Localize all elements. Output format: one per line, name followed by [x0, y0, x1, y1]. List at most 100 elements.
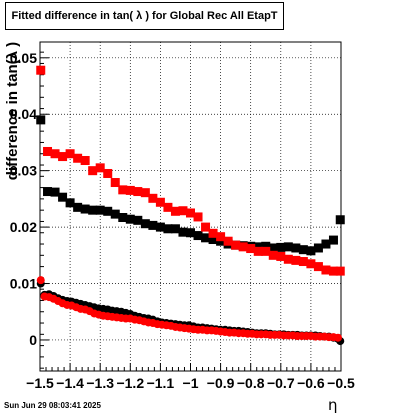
- axes: −1.5 −1.4 −1.3 −1.2 −1.1 −1 −0.9 −0.8 −0.7 −0.6 −0…: [10, 50, 355, 391]
- data-point: [118, 213, 128, 223]
- data-point: [88, 166, 98, 176]
- x-tick-label: −1.2: [116, 375, 144, 391]
- data-point: [328, 266, 338, 276]
- data-point: [125, 214, 135, 224]
- data-point: [50, 187, 60, 197]
- data-point: [283, 254, 293, 264]
- datestamp: Sun Jun 29 08:03:41 2025: [4, 401, 101, 410]
- data-point: [163, 224, 173, 234]
- data-point: [313, 262, 323, 272]
- data-point: [178, 227, 188, 237]
- series-4: [36, 276, 342, 342]
- data-point: [73, 153, 83, 163]
- data-point: [276, 242, 286, 252]
- y-axis-label: difference in tan(λ ): [4, 41, 21, 181]
- x-tick-label: −0.5: [327, 375, 355, 391]
- data-point: [291, 243, 301, 253]
- data-point: [36, 276, 45, 285]
- x-tick-label: −1.4: [56, 375, 84, 391]
- data-point: [246, 244, 256, 254]
- data-point: [148, 193, 158, 203]
- data-point: [231, 240, 241, 250]
- y-tick-label: 0: [29, 332, 37, 348]
- data-point: [88, 205, 98, 215]
- data-point: [216, 236, 226, 246]
- x-tick-label: −1.1: [147, 375, 175, 391]
- x-tick-label: −0.9: [207, 375, 235, 391]
- data-point: [216, 232, 226, 242]
- data-point: [65, 149, 75, 159]
- data-point: [36, 115, 46, 125]
- data-point: [208, 228, 218, 238]
- y-tick-label: 0.02: [10, 219, 37, 235]
- data-point: [201, 222, 211, 232]
- data-point: [58, 152, 68, 162]
- x-axis-label: η: [328, 396, 338, 414]
- y-tick-label: 0.03: [10, 163, 37, 179]
- data-point: [276, 251, 286, 261]
- data-point: [261, 241, 271, 251]
- data-point: [155, 197, 165, 207]
- data-point: [80, 204, 90, 214]
- data-point: [193, 212, 203, 222]
- data-point: [170, 224, 180, 234]
- x-tick-label: −1.3: [86, 375, 114, 391]
- data-point: [133, 187, 143, 197]
- data-point: [118, 185, 128, 195]
- data-point: [50, 149, 60, 159]
- data-point: [110, 178, 120, 188]
- data-point: [253, 242, 263, 252]
- data-point: [261, 246, 271, 256]
- data-marks: [36, 65, 345, 346]
- data-point: [43, 187, 53, 197]
- data-point: [140, 219, 150, 229]
- data-point: [65, 198, 75, 208]
- data-point: [333, 333, 342, 342]
- data-point: [193, 231, 203, 241]
- y-tick-label: 0.04: [10, 106, 37, 122]
- y-tick-label: 0.01: [10, 276, 37, 292]
- data-point: [148, 220, 158, 230]
- x-tick-label: −1: [183, 375, 199, 391]
- data-point: [298, 257, 308, 267]
- x-tick-label: −0.6: [297, 375, 325, 391]
- data-point: [110, 209, 120, 219]
- data-point: [133, 215, 143, 225]
- data-point: [321, 239, 331, 249]
- data-point: [306, 246, 316, 256]
- data-point: [140, 188, 150, 198]
- data-point: [201, 233, 211, 243]
- chart-title: Fitted difference in tan( λ ) for Global…: [11, 10, 278, 22]
- data-point: [208, 235, 218, 245]
- x-tick-label: −1.5: [26, 375, 54, 391]
- data-point: [335, 266, 345, 276]
- data-point: [268, 243, 278, 253]
- data-point: [335, 215, 345, 225]
- data-point: [80, 156, 90, 166]
- data-point: [43, 146, 53, 156]
- data-point: [95, 163, 105, 173]
- data-point: [73, 202, 83, 212]
- data-point: [268, 250, 278, 260]
- data-point: [103, 206, 113, 216]
- data-point: [58, 192, 68, 202]
- data-point: [186, 208, 195, 218]
- data-point: [328, 235, 338, 245]
- data-point: [291, 255, 301, 265]
- chart-title-box: Fitted difference in tan( λ ) for Global…: [5, 2, 284, 30]
- series-1: [36, 115, 345, 256]
- data-point: [155, 222, 165, 232]
- grid-lines: [40, 42, 341, 371]
- data-point: [170, 206, 180, 216]
- data-point: [125, 185, 135, 195]
- data-point: [283, 242, 293, 252]
- data-point: [253, 246, 263, 256]
- data-point: [306, 259, 316, 269]
- data-point: [321, 265, 331, 275]
- data-point: [238, 242, 248, 252]
- x-tick-label: −0.8: [237, 375, 265, 391]
- data-point: [223, 236, 233, 246]
- data-point: [103, 168, 113, 178]
- data-point: [313, 243, 323, 253]
